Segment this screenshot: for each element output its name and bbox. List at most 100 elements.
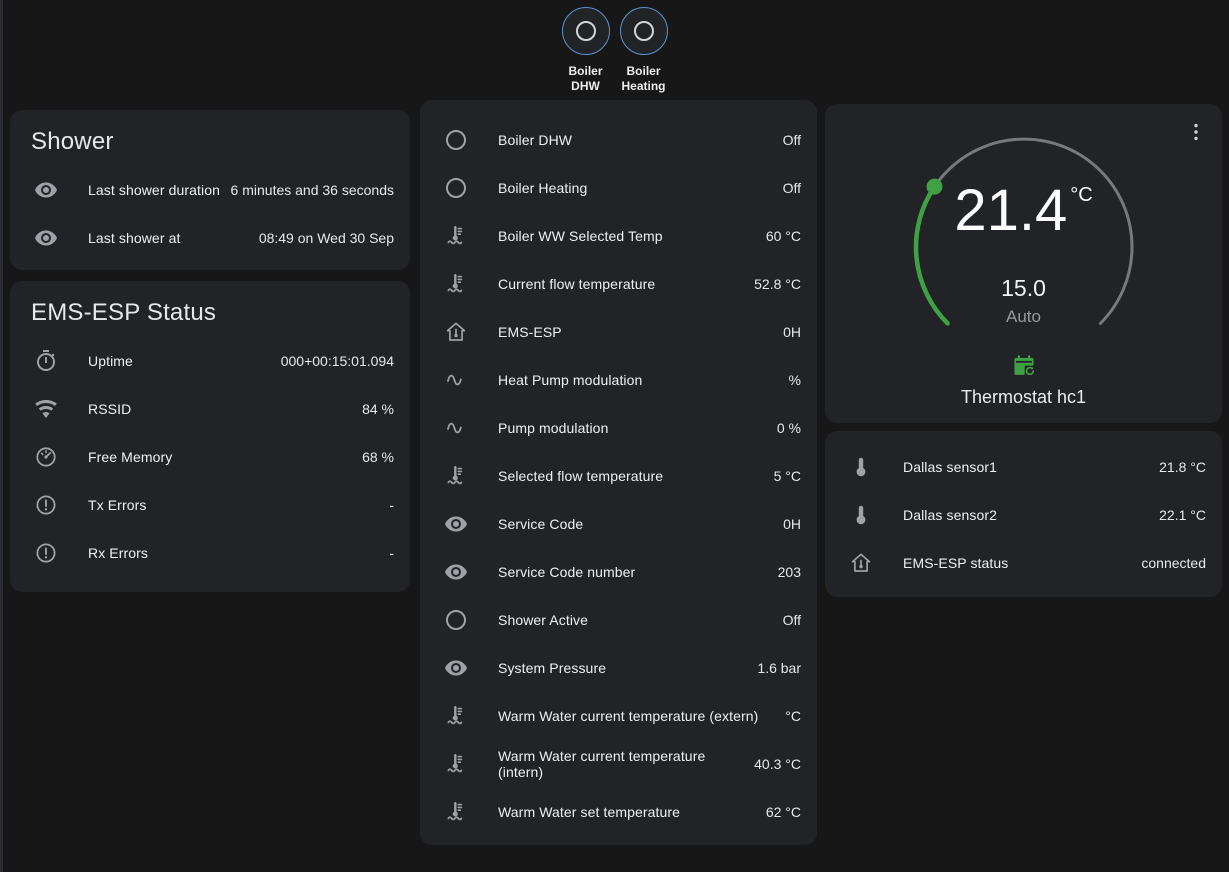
sine-wave-icon xyxy=(444,368,468,392)
entity-value: 40.3 °C xyxy=(754,756,801,772)
sensors-card: Dallas sensor1 21.8 °C Dallas sensor2 22… xyxy=(825,431,1222,597)
entity-row[interactable]: Last shower duration 6 minutes and 36 se… xyxy=(10,166,410,214)
badge-label: Boiler Heating xyxy=(621,64,666,93)
entity-row[interactable]: Boiler DHW Off xyxy=(420,116,817,164)
thermometer-icon xyxy=(849,503,873,527)
entity-label: Warm Water current temperature (intern) xyxy=(498,748,706,780)
badge-boiler-dhw[interactable]: Boiler DHW xyxy=(557,7,615,93)
entity-label: Heat Pump modulation xyxy=(498,372,643,388)
entity-row[interactable]: Boiler WW Selected Temp 60 °C xyxy=(420,212,817,260)
thermostat-card: 21.4 °C 15.0 Auto Thermostat hc1 xyxy=(825,104,1222,423)
entity-value: 0H xyxy=(783,516,801,532)
entity-value: 0H xyxy=(783,324,801,340)
entity-label: Boiler Heating xyxy=(498,180,588,196)
eye-icon xyxy=(444,560,468,584)
entity-value: Off xyxy=(782,132,801,148)
entity-row[interactable]: Free Memory 68 % xyxy=(10,433,410,481)
entity-label: Boiler DHW xyxy=(498,132,573,148)
badge-label: Boiler DHW xyxy=(568,64,603,93)
entity-label: Shower Active xyxy=(498,612,589,628)
wifi-icon xyxy=(34,397,58,421)
thermometer-water-icon xyxy=(444,752,468,776)
entity-value: 68 % xyxy=(362,449,394,465)
thermostat-name: Thermostat hc1 xyxy=(960,387,1087,407)
home-thermometer-icon xyxy=(444,320,468,344)
entity-row[interactable]: RSSID 84 % xyxy=(10,385,410,433)
calendar-sync-icon[interactable] xyxy=(1011,353,1037,379)
entity-value: 6 minutes and 36 seconds xyxy=(230,182,394,198)
timer-icon xyxy=(34,349,58,373)
entity-row[interactable]: Shower Active Off xyxy=(420,596,817,644)
entity-value: 22.1 °C xyxy=(1159,507,1206,523)
entity-value: 60 °C xyxy=(765,228,801,244)
entity-label: Dallas sensor1 xyxy=(903,459,997,475)
card-title: EMS-ESP Status xyxy=(31,299,217,326)
entity-row[interactable]: Last shower at 08:49 on Wed 30 Sep xyxy=(10,214,410,262)
badge-circle xyxy=(619,7,668,55)
entity-value: 1.6 bar xyxy=(757,660,801,676)
entity-row[interactable]: Warm Water current temperature (extern) … xyxy=(420,692,817,740)
thermostat-dial[interactable]: 21.4 °C 15.0 Auto xyxy=(907,130,1141,364)
entity-value: % xyxy=(788,372,801,388)
entity-value: Off xyxy=(782,612,801,628)
entity-label: Service Code xyxy=(498,516,584,532)
entity-value: 203 xyxy=(777,564,801,580)
radiobox-blank-icon xyxy=(574,19,598,43)
thermometer-water-icon xyxy=(444,224,468,248)
entity-label: Warm Water set temperature xyxy=(498,804,681,820)
entity-label: Warm Water current temperature (extern) xyxy=(498,708,759,724)
entity-label: System Pressure xyxy=(498,660,607,676)
entity-value: 000+00:15:01.094 xyxy=(280,353,394,369)
entity-value: 84 % xyxy=(362,401,394,417)
thermometer-water-icon xyxy=(444,704,468,728)
entity-value: connected xyxy=(1141,555,1206,571)
more-options-button[interactable] xyxy=(1178,114,1214,150)
entity-row[interactable]: EMS-ESP status connected xyxy=(825,539,1222,587)
ems-esp-status-card: EMS-ESP Status Uptime 000+00:15:01.094 R… xyxy=(10,281,410,592)
entity-row[interactable]: EMS-ESP 0H xyxy=(420,308,817,356)
entity-value: 08:49 on Wed 30 Sep xyxy=(258,230,394,246)
thermometer-water-icon xyxy=(444,800,468,824)
radiobox-blank-icon xyxy=(444,608,468,632)
entity-row[interactable]: Dallas sensor2 22.1 °C xyxy=(825,491,1222,539)
entity-label: Last shower duration xyxy=(88,182,220,198)
badge-row: Boiler DHW Boiler Heating xyxy=(0,7,1229,93)
entity-row[interactable]: Uptime 000+00:15:01.094 xyxy=(10,337,410,385)
radiobox-blank-icon xyxy=(444,176,468,200)
entity-row[interactable]: Service Code number 203 xyxy=(420,548,817,596)
entity-row[interactable]: System Pressure 1.6 bar xyxy=(420,644,817,692)
alert-circle-icon xyxy=(34,541,58,565)
entity-label: Selected flow temperature xyxy=(498,468,664,484)
entity-value: 52.8 °C xyxy=(754,276,801,292)
entity-row[interactable]: Boiler Heating Off xyxy=(420,164,817,212)
entity-row[interactable]: Pump modulation 0 % xyxy=(420,404,817,452)
entity-label: Free Memory xyxy=(88,449,173,465)
entity-label: Dallas sensor2 xyxy=(903,507,997,523)
entity-row[interactable]: Service Code 0H xyxy=(420,500,817,548)
sine-wave-icon xyxy=(444,416,468,440)
entity-row[interactable]: Current flow temperature 52.8 °C xyxy=(420,260,817,308)
entity-value: 62 °C xyxy=(765,804,801,820)
entity-label: Uptime xyxy=(88,353,133,369)
entity-label: Last shower at xyxy=(88,230,181,246)
badge-boiler-heating[interactable]: Boiler Heating xyxy=(615,7,673,93)
entity-label: EMS-ESP status xyxy=(903,555,1009,571)
entity-value: °C xyxy=(785,708,801,724)
entity-row[interactable]: Tx Errors - xyxy=(10,481,410,529)
entity-label: EMS-ESP xyxy=(498,324,562,340)
entity-row[interactable]: Dallas sensor1 21.8 °C xyxy=(825,443,1222,491)
entity-value: 0 % xyxy=(776,420,801,436)
entity-value: - xyxy=(389,497,394,513)
entity-label: Service Code number xyxy=(498,564,636,580)
entity-row[interactable]: Warm Water set temperature 62 °C xyxy=(420,788,817,836)
entity-row[interactable]: Warm Water current temperature (intern) … xyxy=(420,740,817,788)
thermometer-water-icon xyxy=(444,272,468,296)
entity-row[interactable]: Rx Errors - xyxy=(10,529,410,577)
eye-icon xyxy=(444,512,468,536)
entity-label: Current flow temperature xyxy=(498,276,656,292)
thermometer-water-icon xyxy=(444,464,468,488)
entity-row[interactable]: Heat Pump modulation % xyxy=(420,356,817,404)
thermometer-icon xyxy=(849,455,873,479)
entity-row[interactable]: Selected flow temperature 5 °C xyxy=(420,452,817,500)
radiobox-blank-icon xyxy=(632,19,656,43)
